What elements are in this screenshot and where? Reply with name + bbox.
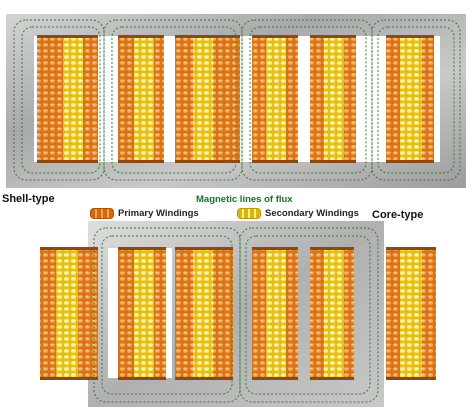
primary-winding-swatch [90,207,114,219]
secondary-winding [193,38,213,162]
primary-winding [154,250,166,378]
primary-winding [118,250,134,378]
primary-winding [78,250,98,378]
flux-lines-label: Magnetic lines of flux [196,194,293,205]
core-type-label: Core-type [372,209,424,221]
core-coil-4 [252,250,298,378]
core-winding-ends [40,247,436,380]
primary-winding [386,250,400,378]
legend-primary-label: Primary Windings [118,207,199,219]
shell-type-label: Shell-type [2,193,55,205]
shell-coil-6 [386,38,434,162]
legend-secondary-label: Secondary Windings [265,207,359,219]
primary-winding [83,38,98,162]
shell-coil-4 [252,38,298,162]
primary-winding [213,250,233,378]
primary-winding [37,38,63,162]
primary-winding [310,38,324,162]
secondary-winding [134,250,154,378]
primary-winding [386,38,400,162]
secondary-winding [56,250,78,378]
secondary-winding [193,250,213,378]
legend-primary: Primary Windings [90,207,199,219]
secondary-winding [324,250,344,378]
secondary-winding-swatch [237,207,261,219]
secondary-winding [266,38,286,162]
primary-winding [286,38,298,162]
shell-coil-1 [37,38,98,162]
primary-winding [154,38,164,162]
secondary-winding [134,38,154,162]
primary-winding [252,250,266,378]
primary-winding [40,250,56,378]
primary-winding [175,250,193,378]
core-coil-3 [175,250,233,378]
core-coil-2 [118,250,166,378]
primary-winding [310,250,324,378]
primary-winding [344,38,356,162]
core-coil-6 [386,250,436,378]
primary-winding [118,38,134,162]
primary-winding [252,38,266,162]
primary-winding [213,38,240,162]
legend-secondary: Secondary Windings [237,207,359,219]
secondary-winding [324,38,344,162]
core-coil-1 [40,250,98,378]
secondary-winding [63,38,83,162]
core-type-transformer [40,221,436,407]
shell-flux-lines [13,19,461,181]
primary-winding [286,250,298,378]
secondary-winding [400,250,422,378]
primary-winding [422,38,434,162]
primary-winding [422,250,436,378]
shell-type-transformer [6,14,466,188]
secondary-winding [400,38,422,162]
core-flux-lines [93,227,379,403]
shell-coil-3 [175,38,240,162]
secondary-winding [266,250,286,378]
shell-coil-2 [118,38,164,162]
core-coil-5 [310,250,354,378]
shell-winding-ends [37,35,434,163]
primary-winding [344,250,354,378]
shell-coil-5 [310,38,356,162]
primary-winding [175,38,193,162]
